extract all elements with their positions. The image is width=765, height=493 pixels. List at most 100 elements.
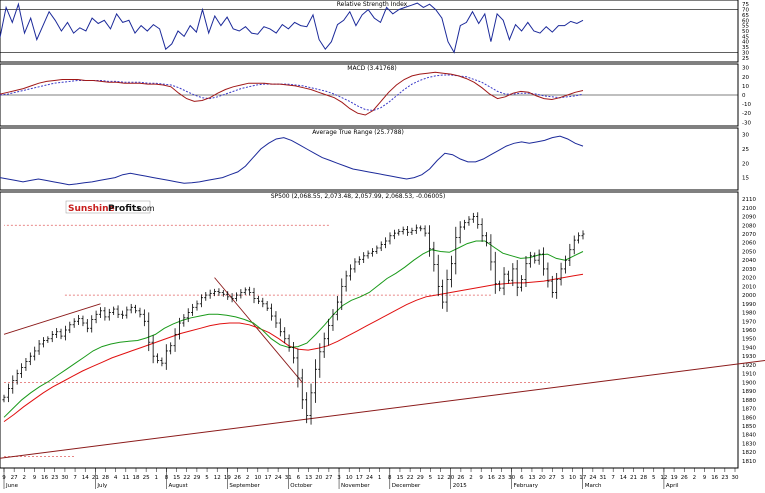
x-tick-label: 15 <box>173 475 180 481</box>
x-tick-label: 12 <box>437 475 444 481</box>
x-tick-label: 22 <box>183 475 190 481</box>
x-tick-label: 27 <box>11 475 18 481</box>
x-tick-label: 2 <box>23 475 27 481</box>
x-tick-label: 14 <box>620 475 627 481</box>
price-bar <box>151 335 155 364</box>
x-tick-label: 24 <box>589 475 596 481</box>
x-tick-label: 10 <box>569 475 576 481</box>
month-label: March <box>585 483 602 489</box>
x-tick-label: 10 <box>346 475 353 481</box>
price-bar <box>76 314 81 325</box>
price-bar <box>138 307 142 318</box>
price-bar <box>11 375 15 394</box>
price-tick-label: 1910 <box>742 372 756 378</box>
price-bar <box>195 300 199 311</box>
price-bar <box>362 252 366 263</box>
x-tick-label: 16 <box>488 475 495 481</box>
x-tick-label: 30 <box>61 475 68 481</box>
price-bar <box>199 294 203 308</box>
price-bar <box>423 225 427 237</box>
price-bar <box>432 241 436 272</box>
price-tick-label: 1960 <box>742 328 756 334</box>
price-bar <box>160 357 164 367</box>
price-bar <box>164 344 168 370</box>
price-tick-label: 1930 <box>742 354 756 360</box>
x-tick-label: 23 <box>498 475 505 481</box>
price-bar <box>239 289 243 299</box>
macd-tick-label: 10 <box>742 84 749 90</box>
macd-tick-label: 0 <box>742 93 746 99</box>
price-bar <box>94 310 98 324</box>
logo-brand-b: Profits <box>108 204 142 214</box>
price-tick-label: 2070 <box>742 232 756 238</box>
x-tick-label: 3 <box>561 475 565 481</box>
short-uptrend-line <box>3 303 101 335</box>
price-bar <box>427 225 432 257</box>
price-bar <box>537 249 541 265</box>
x-tick-label: 5 <box>429 475 433 481</box>
price-bar <box>142 309 146 327</box>
price-bar <box>462 219 467 230</box>
price-bar <box>204 292 208 301</box>
x-tick-label: 13 <box>528 475 535 481</box>
price-tick-label: 1980 <box>742 311 756 317</box>
month-label: November <box>341 483 370 489</box>
macd-tick-label: 30 <box>742 66 749 72</box>
price-bar <box>186 308 190 323</box>
price-bar <box>515 260 519 297</box>
declining-trendline <box>214 277 303 383</box>
long-term-trendline <box>0 360 765 459</box>
price-bar <box>375 245 379 254</box>
price-tick-label: 1830 <box>742 441 756 447</box>
rsi-tick-label: 70 <box>742 8 749 14</box>
price-tick-label: 2100 <box>742 206 756 212</box>
price-bar <box>256 295 261 304</box>
price-bar <box>384 237 388 249</box>
price-bar <box>50 331 54 343</box>
price-bar <box>405 225 410 236</box>
price-bar <box>326 318 331 346</box>
rsi-tick-label: 75 <box>742 2 749 8</box>
x-tick-label: 17 <box>356 475 363 481</box>
price-tick-label: 2090 <box>742 215 756 221</box>
price-bar <box>191 303 195 316</box>
price-bar <box>484 232 489 247</box>
price-tick-label: 1880 <box>742 398 756 404</box>
price-bar <box>37 339 41 355</box>
price-bar <box>177 317 182 340</box>
price-bar <box>471 212 475 223</box>
x-tick-label: 19 <box>671 475 678 481</box>
x-tick-label: 5 <box>652 475 656 481</box>
price-bar <box>265 301 269 311</box>
rsi-title: Relative Strength Index <box>337 1 408 8</box>
x-tick-label: 23 <box>721 475 728 481</box>
price-tick-label: 2050 <box>742 249 756 255</box>
x-tick-label: 2 <box>469 475 473 481</box>
x-tick-label: 24 <box>275 475 282 481</box>
price-tick-label: 1840 <box>742 433 756 439</box>
price-bar <box>322 332 326 358</box>
price-bar <box>287 334 291 352</box>
atr-title: Average True Range (25.7788) <box>312 129 404 136</box>
price-bar <box>291 341 296 364</box>
price-bar <box>397 228 401 236</box>
x-tick-label: 18 <box>132 475 139 481</box>
price-bar <box>59 328 63 340</box>
month-label: April <box>666 483 679 489</box>
price-bar <box>449 255 454 288</box>
price-bar <box>221 290 225 297</box>
x-tick-label: 22 <box>407 475 414 481</box>
x-tick-label: 28 <box>640 475 647 481</box>
price-tick-label: 2110 <box>742 197 756 203</box>
price-tick-label: 1870 <box>742 407 756 413</box>
x-tick-label: 13 <box>305 475 312 481</box>
price-bar <box>300 368 304 409</box>
atr-tick-label: 25 <box>742 147 749 153</box>
atr-panel <box>0 127 739 191</box>
atr-line <box>0 135 584 186</box>
price-bar <box>445 269 449 312</box>
x-tick-label: 9 <box>703 475 707 481</box>
atr-tick-label: 15 <box>742 176 749 182</box>
price-bar <box>28 352 32 366</box>
